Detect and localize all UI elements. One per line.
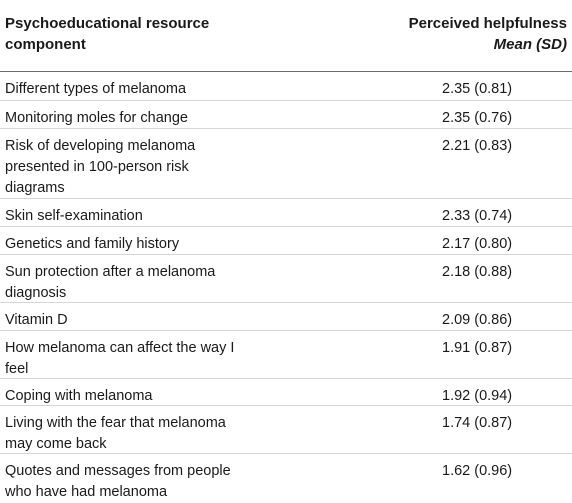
table-row: Coping with melanoma 1.92 (0.94)	[0, 379, 572, 406]
row-component: Sun protection after a melanoma diagnosi…	[5, 264, 216, 301]
row-component: Coping with melanoma	[5, 388, 153, 404]
row-value: 1.74 (0.87)	[442, 415, 513, 431]
row-value: 2.09 (0.86)	[442, 312, 513, 328]
table-row: Genetics and family history 2.17 (0.80)	[0, 227, 572, 255]
row-component: Quotes and messages from people who have…	[5, 463, 231, 500]
row-component: How melanoma can affect the way I feel	[5, 340, 235, 377]
row-value: 2.33 (0.74)	[442, 208, 513, 224]
row-component: Genetics and family history	[5, 236, 180, 252]
row-value: 1.91 (0.87)	[442, 340, 513, 356]
row-component: Risk of developing melanoma presented in…	[5, 138, 196, 196]
row-value: 1.62 (0.96)	[442, 463, 513, 479]
table-header: Psychoeducational resource component Per…	[0, 0, 572, 72]
table-row: How melanoma can affect the way I feel 1…	[0, 331, 572, 379]
row-value: 1.92 (0.94)	[442, 388, 513, 404]
row-value: 2.18 (0.88)	[442, 264, 513, 280]
row-component: Skin self-examination	[5, 208, 143, 224]
row-component: Monitoring moles for change	[5, 110, 188, 126]
row-value: 2.17 (0.80)	[442, 236, 513, 252]
table-row: Skin self-examination 2.33 (0.74)	[0, 199, 572, 227]
column-header-helpfulness-stat: Mean (SD)	[493, 36, 567, 53]
table-row: Quotes and messages from people who have…	[0, 454, 572, 500]
row-value: 2.35 (0.76)	[442, 110, 513, 126]
row-value: 2.35 (0.81)	[442, 81, 513, 97]
row-component: Different types of melanoma	[5, 81, 187, 97]
table-row: Sun protection after a melanoma diagnosi…	[0, 255, 572, 303]
table-row: Vitamin D 2.09 (0.86)	[0, 303, 572, 331]
column-header-helpfulness-title: Perceived helpfulness	[408, 15, 567, 32]
column-header-component: Psychoeducational resource component	[5, 15, 210, 53]
row-component: Vitamin D	[5, 312, 68, 328]
row-value: 2.21 (0.83)	[442, 138, 513, 154]
row-component: Living with the fear that melanoma may c…	[5, 415, 226, 452]
table-row: Monitoring moles for change 2.35 (0.76)	[0, 101, 572, 129]
table-row: Different types of melanoma 2.35 (0.81)	[0, 72, 572, 101]
table-row: Risk of developing melanoma presented in…	[0, 129, 572, 199]
table-row: Living with the fear that melanoma may c…	[0, 406, 572, 454]
column-header-helpfulness: Perceived helpfulness Mean (SD)	[409, 13, 567, 55]
